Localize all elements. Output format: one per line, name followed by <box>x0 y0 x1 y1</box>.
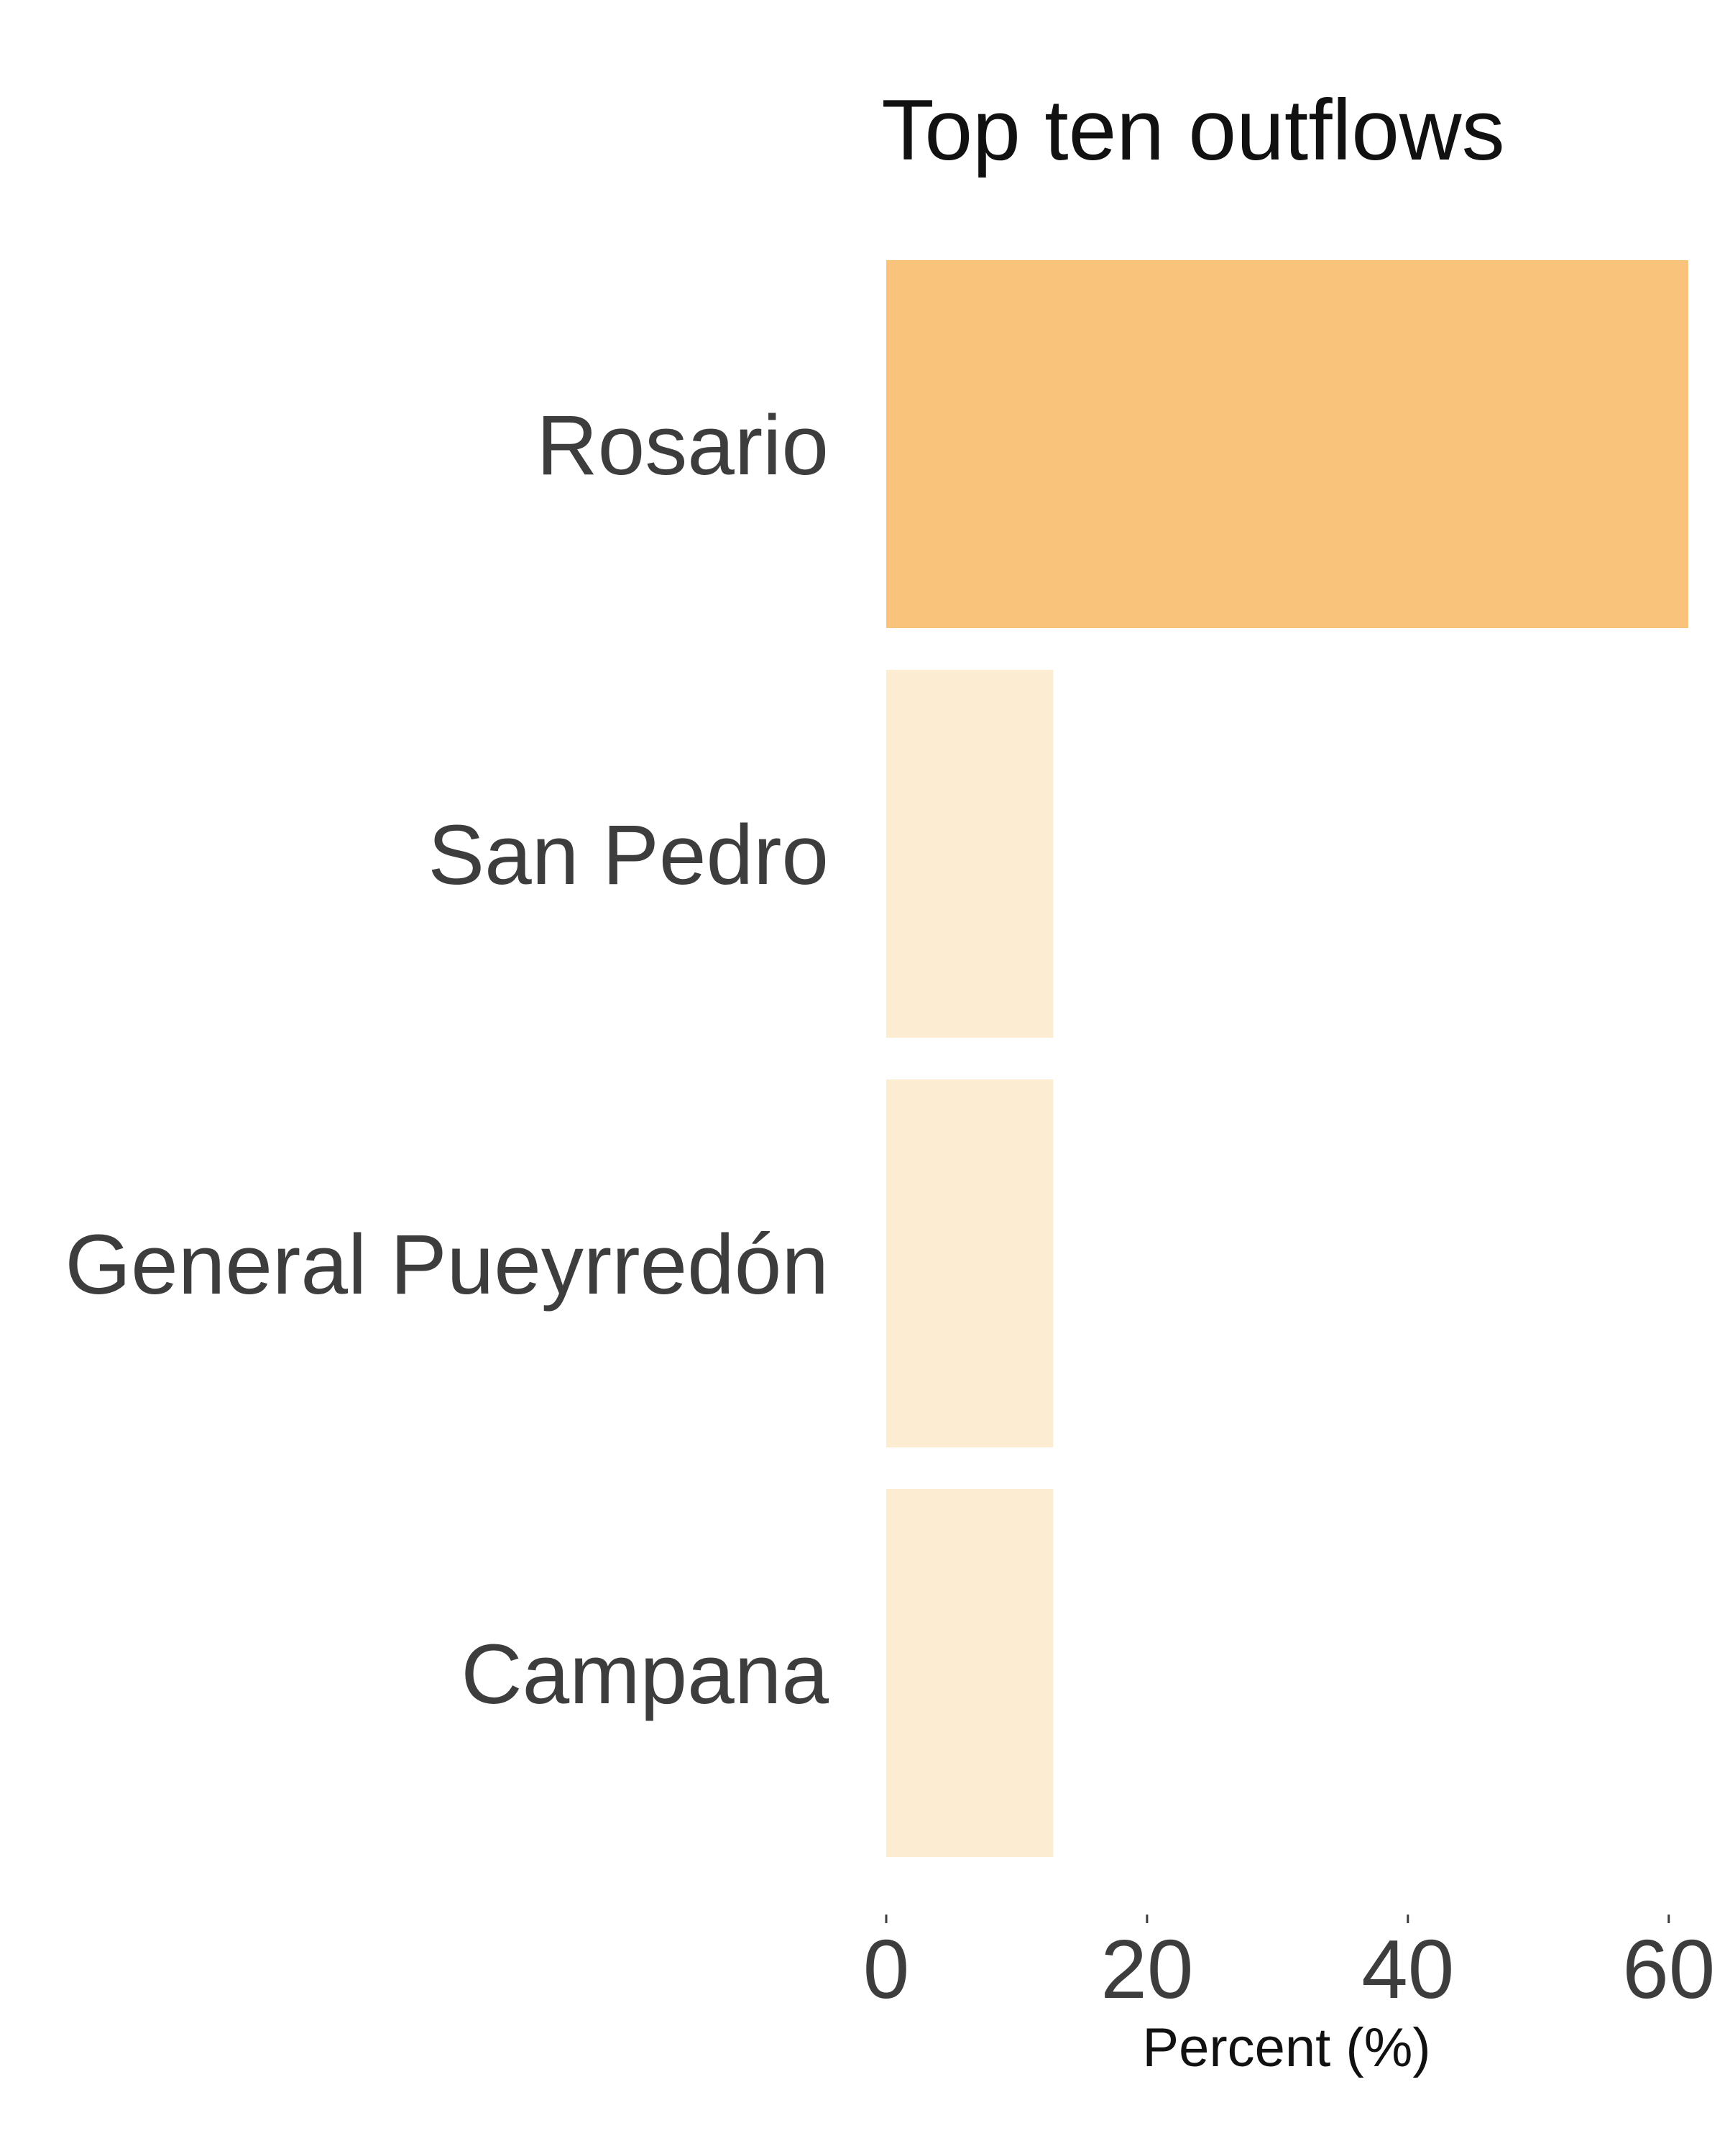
category-label: Rosario <box>536 398 829 493</box>
bar-rosario <box>886 260 1688 628</box>
x-tick-label: 60 <box>1622 1922 1715 2016</box>
x-tick-label: 20 <box>1100 1922 1193 2016</box>
x-tick-label: 0 <box>863 1922 910 2016</box>
x-axis-title: Percent (%) <box>1142 2017 1430 2078</box>
bar-campana <box>886 1489 1054 1857</box>
x-tick-label: 40 <box>1361 1922 1454 2016</box>
category-label: San Pedro <box>428 808 829 903</box>
bar-san-pedro <box>886 670 1054 1038</box>
category-labels: Rosario San Pedro General Pueyrredón Campan… <box>65 398 829 1722</box>
x-axis-ticks: 0 20 40 60 <box>863 1915 1715 2016</box>
bar-general-pueyrred-n <box>886 1079 1054 1447</box>
category-label: Campana <box>461 1627 829 1722</box>
chart-title: Top ten outflows <box>881 82 1504 178</box>
category-label: General Pueyrredón <box>65 1217 829 1312</box>
bars-group <box>886 260 1688 1857</box>
